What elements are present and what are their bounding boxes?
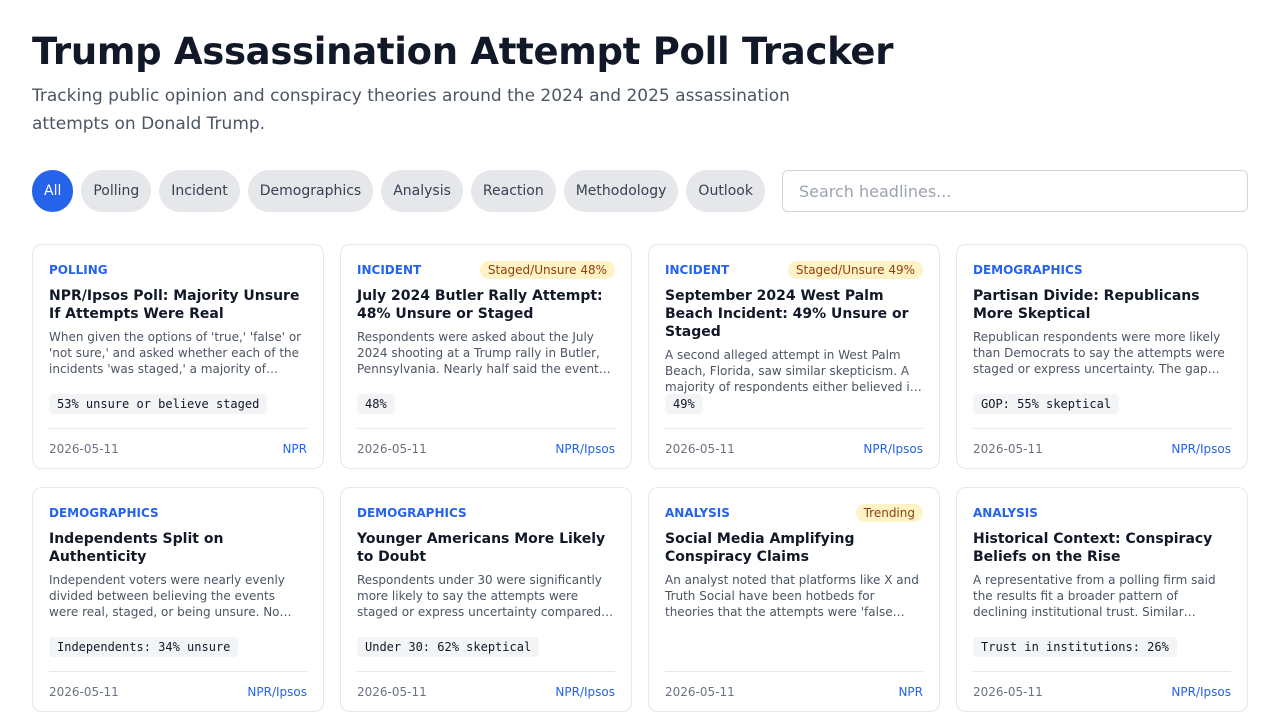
- card-footer: 2026-05-11 NPR: [49, 428, 307, 468]
- page-subtitle: Tracking public opinion and conspiracy t…: [32, 86, 790, 134]
- stat-chip: Independents: 34% unsure: [49, 637, 239, 657]
- news-card[interactable]: ANALYSIS Historical Context: Conspiracy B…: [956, 487, 1248, 712]
- page-title: Trump Assassination Attempt Poll Tracker: [32, 30, 894, 73]
- card-footer: 2026-05-11 NPR/Ipsos: [357, 671, 615, 711]
- news-card[interactable]: DEMOGRAPHICS Partisan Divide: Republicans…: [956, 244, 1248, 469]
- date: 2026-05-11: [357, 684, 427, 699]
- category-label: INCIDENT: [665, 263, 730, 277]
- source-link[interactable]: NPR/Ipsos: [555, 684, 615, 699]
- source-link[interactable]: NPR/Ipsos: [247, 684, 307, 699]
- stat-chip: 49%: [665, 394, 703, 415]
- card-footer: 2026-05-11 NPR/Ipsos: [665, 428, 923, 468]
- filter-bar: All Polling Incident Demographics Analysis Re…: [32, 170, 1248, 212]
- filter-chip[interactable]: Incident: [159, 170, 240, 212]
- news-card[interactable]: DEMOGRAPHICS Independents Split on Authen…: [32, 487, 324, 712]
- card-summary: Republican respondents were more likely …: [973, 330, 1225, 376]
- category-label: DEMOGRAPHICS: [357, 506, 467, 520]
- filter-chip[interactable]: Methodology: [563, 170, 679, 212]
- card-summary: A second alleged attempt in West Palm Be…: [665, 348, 915, 394]
- card-header: INCIDENT Staged/Unsure 48%: [357, 261, 615, 279]
- news-card[interactable]: INCIDENT Staged/Unsure 49% September 2024 …: [648, 244, 940, 469]
- date: 2026-05-11: [973, 684, 1043, 699]
- stat-chip: 53% unsure or believe staged: [49, 394, 268, 414]
- card-header: DEMOGRAPHICS: [357, 504, 615, 522]
- stat-chip: 48%: [357, 394, 395, 414]
- card-title: Younger Americans More Likely to Doubt: [357, 531, 606, 565]
- badge: Trending: [855, 504, 923, 522]
- source-link[interactable]: NPR/Ipsos: [555, 441, 615, 456]
- filter-chip[interactable]: Analysis: [381, 170, 463, 212]
- date: 2026-05-11: [665, 441, 735, 456]
- source-link[interactable]: NPR/Ipsos: [1171, 441, 1231, 456]
- card-title: NPR/Ipsos Poll: Majority Unsure If Attem…: [49, 288, 300, 322]
- card-header: DEMOGRAPHICS: [49, 504, 307, 522]
- news-card[interactable]: POLLING NPR/Ipsos Poll: Majority Unsure I…: [32, 244, 324, 469]
- news-card[interactable]: ANALYSIS Trending Social Media Amplifying …: [648, 487, 940, 712]
- filter-chip[interactable]: Polling: [81, 170, 152, 212]
- card-grid: POLLING NPR/Ipsos Poll: Majority Unsure I…: [32, 244, 1248, 712]
- category-label: POLLING: [49, 263, 108, 277]
- date: 2026-05-11: [357, 441, 427, 456]
- filter-chip[interactable]: Demographics: [247, 170, 374, 212]
- filter-chip[interactable]: Outlook: [686, 170, 765, 212]
- card-footer: 2026-05-11 NPR: [665, 671, 923, 711]
- date: 2026-05-11: [49, 684, 119, 699]
- news-card[interactable]: INCIDENT Staged/Unsure 48% July 2024 Butle…: [340, 244, 632, 469]
- card-title: September 2024 West Palm Beach Incident:…: [665, 288, 909, 340]
- badge: Staged/Unsure 49%: [787, 261, 923, 279]
- stat-chip: Trust in institutions: 26%: [973, 637, 1177, 657]
- source-link[interactable]: NPR: [898, 684, 923, 699]
- card-footer: 2026-05-11 NPR/Ipsos: [357, 428, 615, 468]
- filter-chip[interactable]: Reaction: [470, 170, 556, 212]
- category-label: INCIDENT: [357, 263, 422, 277]
- category-label: DEMOGRAPHICS: [973, 263, 1083, 277]
- source-link[interactable]: NPR: [282, 441, 307, 456]
- card-summary: When given the options of 'true,' 'false…: [49, 330, 302, 376]
- card-summary: Respondents under 30 were significantly …: [357, 573, 602, 619]
- card-header: INCIDENT Staged/Unsure 49%: [665, 261, 923, 279]
- card-header: POLLING: [49, 261, 307, 279]
- card-title: Historical Context: Conspiracy Beliefs o…: [973, 531, 1213, 565]
- category-label: DEMOGRAPHICS: [49, 506, 159, 520]
- stat-chip: Under 30: 62% skeptical: [357, 637, 540, 657]
- card-header: DEMOGRAPHICS: [973, 261, 1231, 279]
- card-footer: 2026-05-11 NPR/Ipsos: [49, 671, 307, 711]
- card-summary: An analyst noted that platforms like X a…: [665, 573, 919, 619]
- card-title: Social Media Amplifying Conspiracy Claim…: [665, 531, 855, 565]
- date: 2026-05-11: [973, 441, 1043, 456]
- card-summary: A representative from a polling firm sai…: [973, 573, 1216, 619]
- source-link[interactable]: NPR/Ipsos: [863, 441, 923, 456]
- card-summary: Respondents were asked about the July 20…: [357, 330, 600, 376]
- card-footer: 2026-05-11 NPR/Ipsos: [973, 671, 1231, 711]
- card-footer: 2026-05-11 NPR/Ipsos: [973, 428, 1231, 468]
- card-title: Partisan Divide: Republicans More Skepti…: [973, 288, 1200, 322]
- date: 2026-05-11: [665, 684, 735, 699]
- card-title: July 2024 Butler Rally Attempt: 48% Unsu…: [357, 288, 603, 322]
- category-label: ANALYSIS: [973, 506, 1038, 520]
- card-header: ANALYSIS Trending: [665, 504, 923, 522]
- card-title: Independents Split on Authenticity: [49, 531, 224, 565]
- search-input[interactable]: Search headlines...: [781, 170, 1248, 212]
- badge: Staged/Unsure 48%: [479, 261, 615, 279]
- card-header: ANALYSIS: [973, 504, 1231, 522]
- card-summary: Independent voters were nearly evenly di…: [49, 573, 285, 619]
- news-card[interactable]: DEMOGRAPHICS Younger Americans More Likel…: [340, 487, 632, 712]
- source-link[interactable]: NPR/Ipsos: [1171, 684, 1231, 699]
- stat-chip: GOP: 55% skeptical: [973, 394, 1120, 414]
- filter-chip[interactable]: All: [32, 170, 74, 212]
- category-label: ANALYSIS: [665, 506, 730, 520]
- date: 2026-05-11: [49, 441, 119, 456]
